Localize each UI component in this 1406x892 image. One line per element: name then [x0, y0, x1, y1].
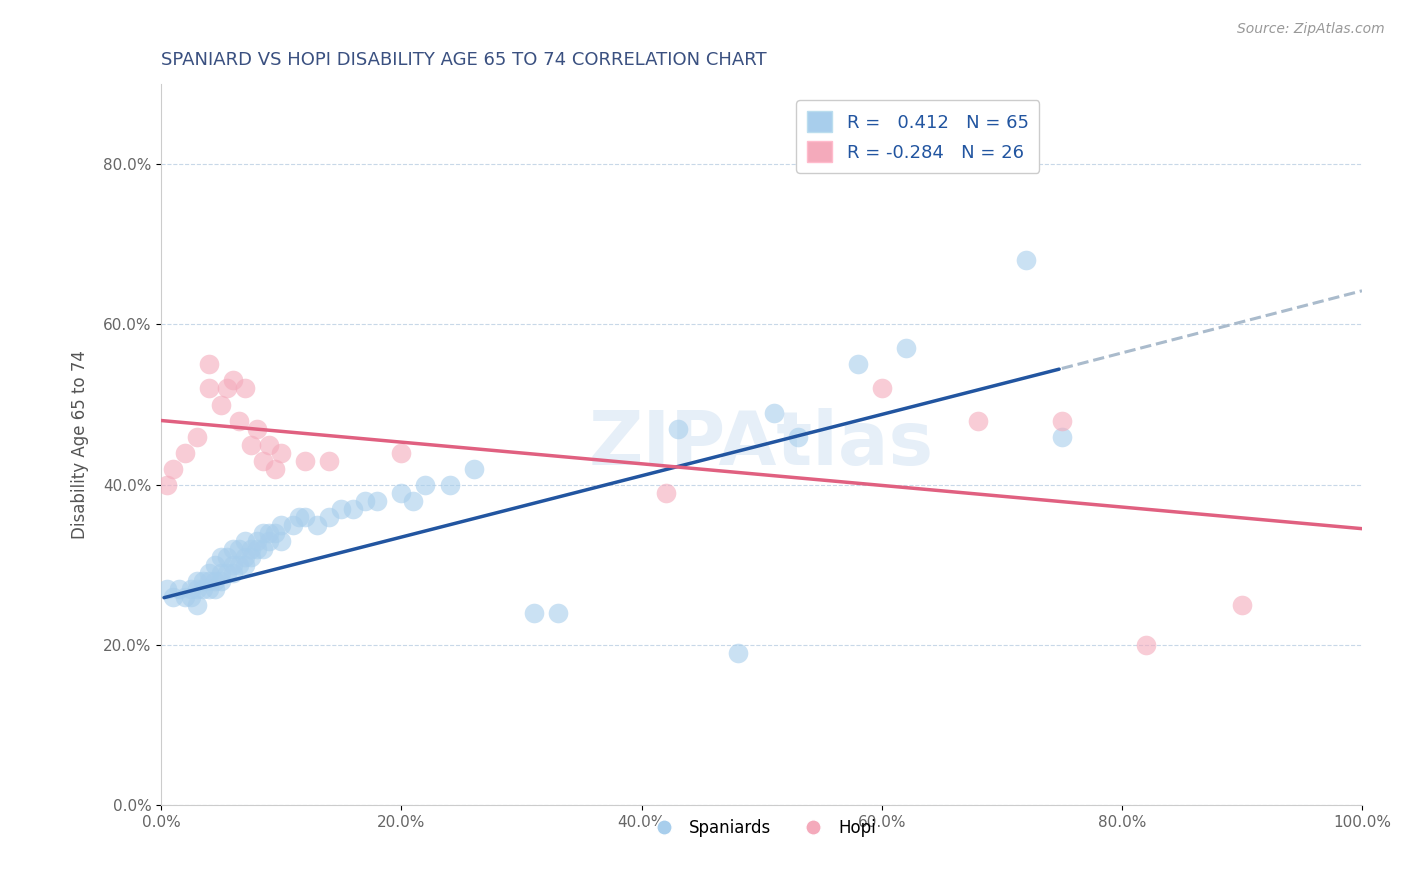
- Point: [156, 477, 179, 491]
- Point: [222, 541, 245, 556]
- Point: [209, 549, 232, 564]
- Point: [318, 453, 340, 467]
- Point: [198, 566, 221, 580]
- Point: [307, 517, 329, 532]
- Point: [894, 342, 917, 356]
- Point: [1050, 429, 1073, 443]
- Point: [283, 517, 305, 532]
- Point: [204, 558, 226, 572]
- Point: [259, 437, 281, 451]
- Point: [162, 461, 184, 475]
- Point: [240, 549, 263, 564]
- Point: [217, 382, 239, 396]
- Point: [235, 533, 257, 548]
- Point: [198, 574, 221, 588]
- Point: [186, 582, 208, 596]
- Point: [1135, 638, 1157, 652]
- Point: [186, 598, 208, 612]
- Point: [270, 445, 292, 459]
- Text: SPANIARD VS HOPI DISABILITY AGE 65 TO 74 CORRELATION CHART: SPANIARD VS HOPI DISABILITY AGE 65 TO 74…: [162, 51, 768, 69]
- Point: [366, 493, 388, 508]
- Point: [186, 574, 208, 588]
- Point: [235, 558, 257, 572]
- Point: [222, 558, 245, 572]
- Point: [246, 533, 269, 548]
- Point: [270, 517, 292, 532]
- Point: [294, 509, 316, 524]
- Text: ZIPAtlas: ZIPAtlas: [589, 408, 934, 481]
- Point: [198, 582, 221, 596]
- Point: [209, 397, 232, 411]
- Point: [318, 509, 340, 524]
- Point: [415, 477, 437, 491]
- Point: [235, 549, 257, 564]
- Point: [180, 582, 202, 596]
- Point: [1015, 253, 1038, 268]
- Point: [966, 413, 988, 427]
- Point: [193, 574, 215, 588]
- Point: [162, 590, 184, 604]
- Point: [1230, 598, 1253, 612]
- Point: [198, 382, 221, 396]
- Point: [193, 582, 215, 596]
- Point: [228, 558, 250, 572]
- Point: [156, 582, 179, 596]
- Point: [186, 429, 208, 443]
- Point: [654, 485, 676, 500]
- Point: [264, 461, 287, 475]
- Point: [870, 382, 893, 396]
- Point: [330, 501, 353, 516]
- Point: [846, 358, 869, 372]
- Point: [209, 574, 232, 588]
- Point: [547, 606, 569, 620]
- Point: [209, 566, 232, 580]
- Point: [463, 461, 485, 475]
- Point: [259, 533, 281, 548]
- Point: [354, 493, 377, 508]
- Point: [169, 582, 191, 596]
- Point: [294, 453, 316, 467]
- Point: [439, 477, 461, 491]
- Point: [252, 453, 274, 467]
- Point: [228, 541, 250, 556]
- Point: [288, 509, 311, 524]
- Point: [342, 501, 364, 516]
- Point: [252, 541, 274, 556]
- Point: [727, 646, 749, 660]
- Point: [1050, 413, 1073, 427]
- Point: [204, 574, 226, 588]
- Point: [174, 445, 197, 459]
- Text: Source: ZipAtlas.com: Source: ZipAtlas.com: [1237, 22, 1385, 37]
- Point: [522, 606, 544, 620]
- Point: [402, 493, 425, 508]
- Y-axis label: Disability Age 65 to 74: Disability Age 65 to 74: [72, 351, 89, 539]
- Point: [259, 525, 281, 540]
- Point: [270, 533, 292, 548]
- Point: [391, 445, 413, 459]
- Point: [786, 429, 808, 443]
- Point: [204, 582, 226, 596]
- Point: [222, 566, 245, 580]
- Point: [762, 405, 785, 419]
- Point: [246, 421, 269, 435]
- Point: [252, 525, 274, 540]
- Point: [217, 566, 239, 580]
- Point: [240, 437, 263, 451]
- Point: [246, 541, 269, 556]
- Point: [240, 541, 263, 556]
- Point: [180, 590, 202, 604]
- Point: [391, 485, 413, 500]
- Point: [174, 590, 197, 604]
- Point: [264, 525, 287, 540]
- Legend: Spaniards, Hopi: Spaniards, Hopi: [641, 813, 883, 844]
- Point: [198, 358, 221, 372]
- Point: [235, 382, 257, 396]
- Point: [666, 421, 689, 435]
- Point: [217, 549, 239, 564]
- Point: [228, 413, 250, 427]
- Point: [222, 374, 245, 388]
